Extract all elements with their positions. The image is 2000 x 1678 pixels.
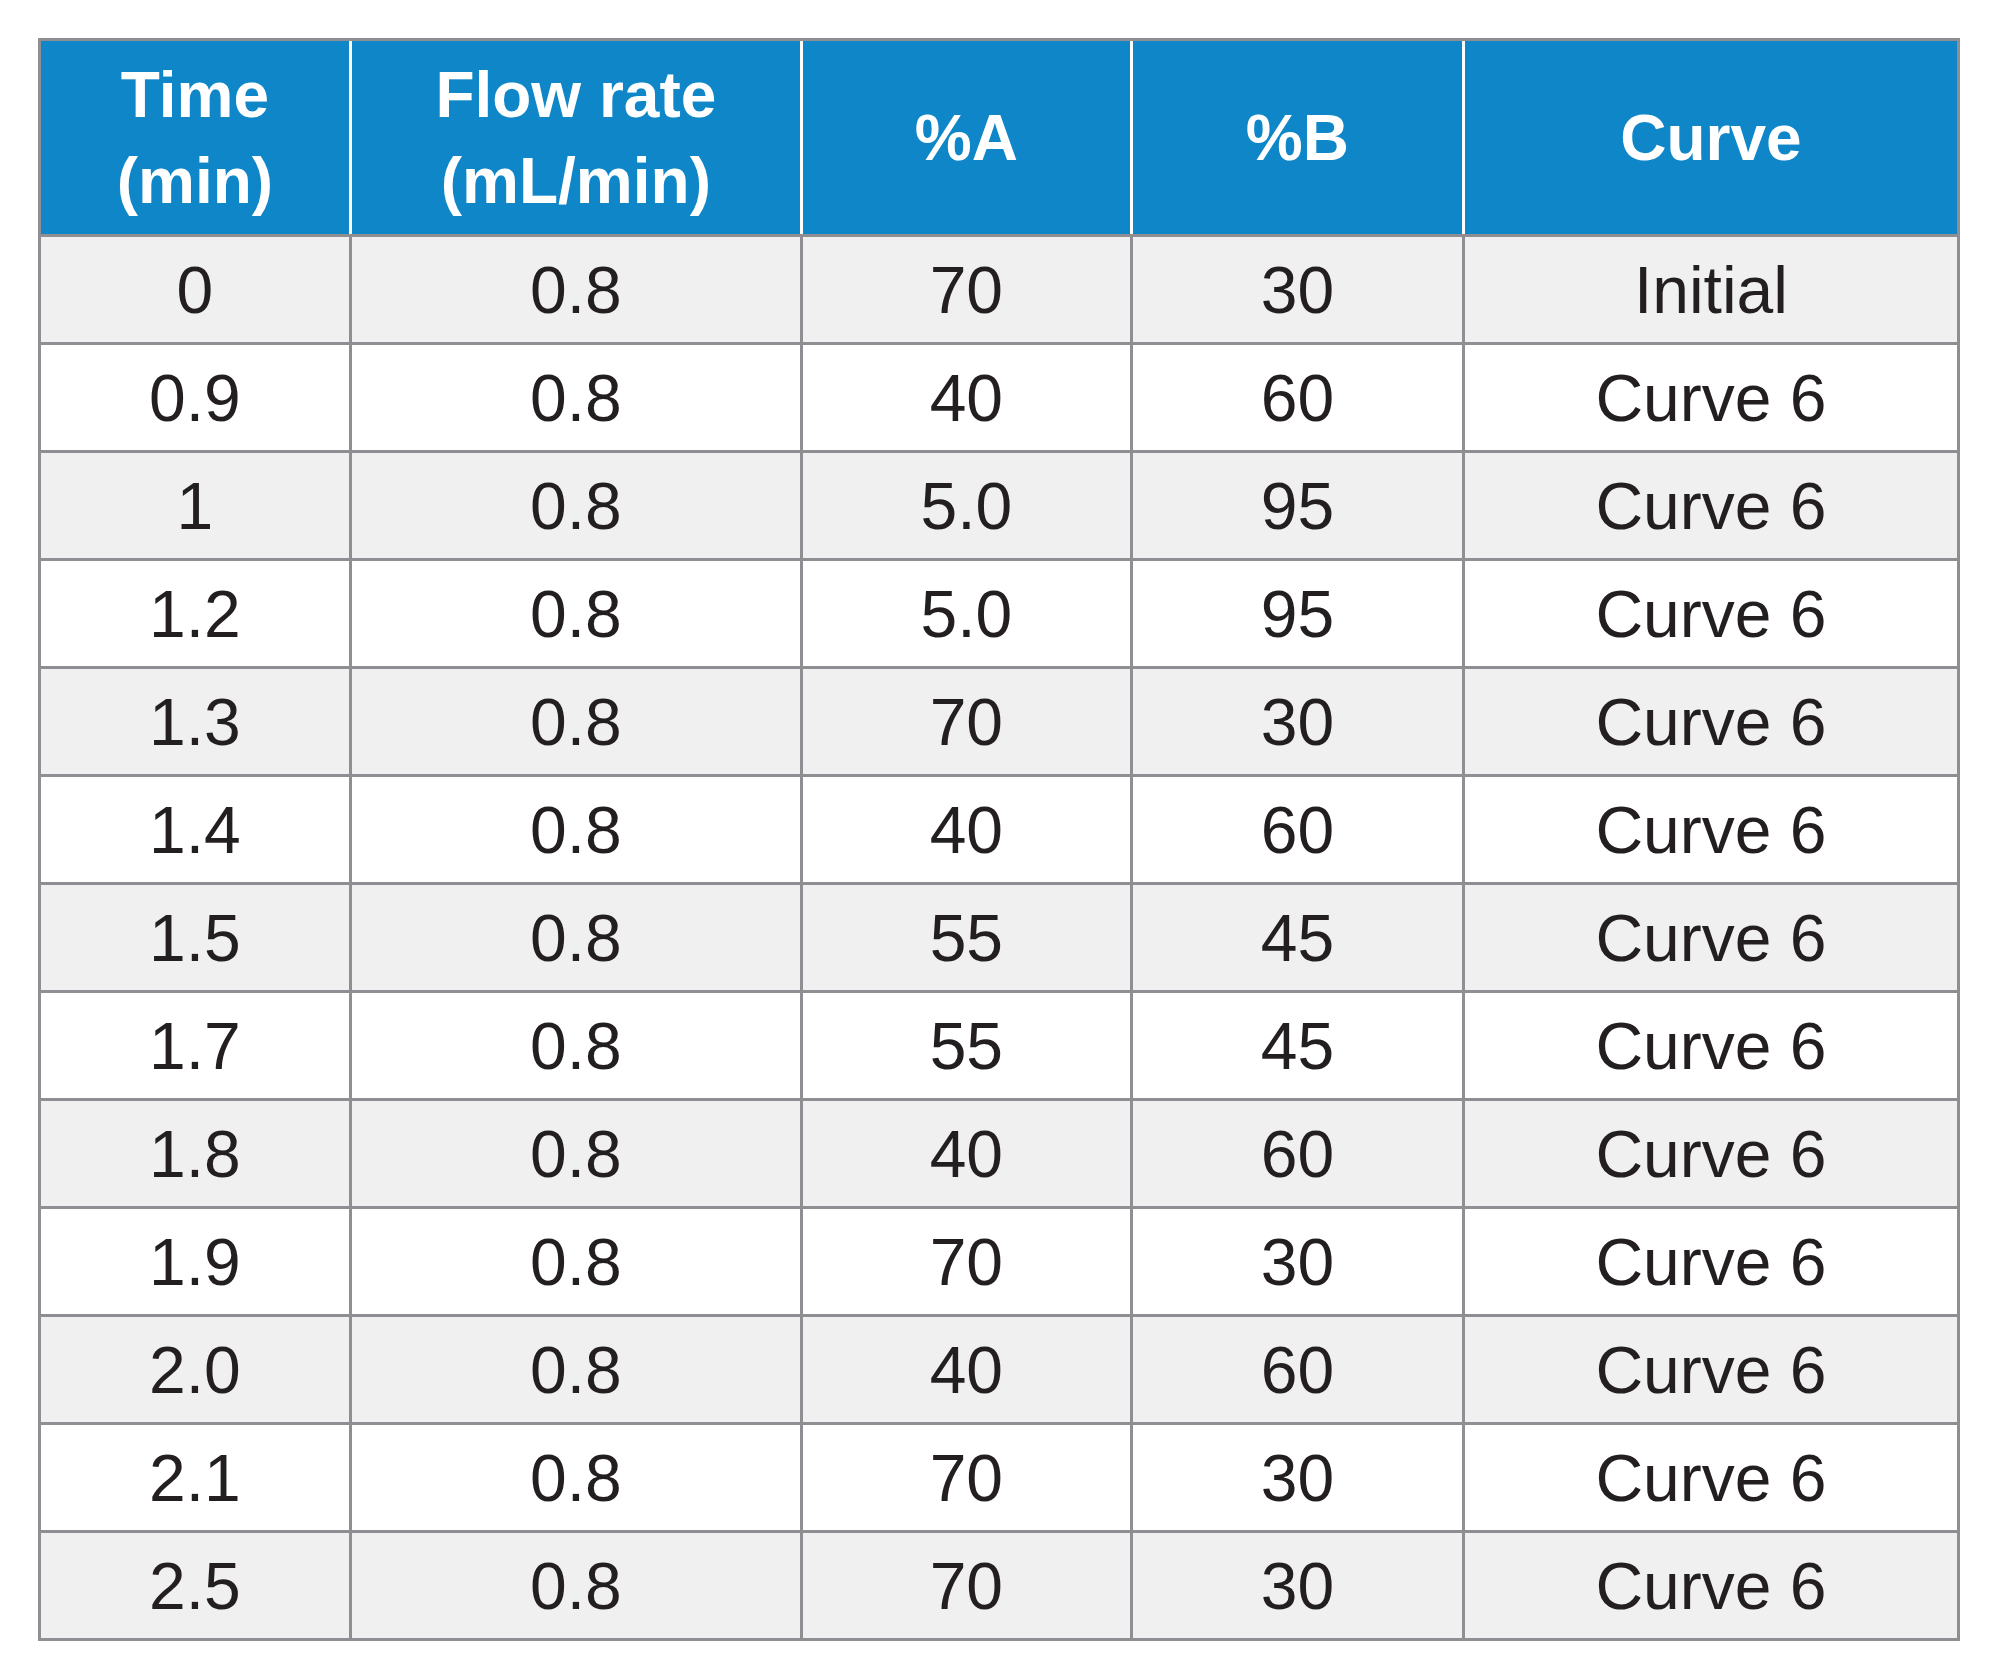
col-header-flow-rate-line: (mL/min) bbox=[352, 138, 800, 224]
table-row: 10.85.095Curve 6 bbox=[40, 452, 1959, 560]
cell-pct-a: 55 bbox=[801, 992, 1131, 1100]
cell-flow-rate: 0.8 bbox=[350, 1532, 801, 1640]
table-body: 00.87030Initial0.90.84060Curve 610.85.09… bbox=[40, 236, 1959, 1640]
table-row: 1.90.87030Curve 6 bbox=[40, 1208, 1959, 1316]
cell-curve: Curve 6 bbox=[1463, 452, 1958, 560]
cell-curve: Curve 6 bbox=[1463, 884, 1958, 992]
cell-pct-b: 30 bbox=[1131, 1208, 1463, 1316]
table-row: 1.40.84060Curve 6 bbox=[40, 776, 1959, 884]
page: Time(min)Flow rate(mL/min)%A%BCurve 00.8… bbox=[0, 0, 2000, 1678]
cell-time: 0.9 bbox=[40, 344, 351, 452]
cell-flow-rate: 0.8 bbox=[350, 884, 801, 992]
cell-pct-a: 5.0 bbox=[801, 560, 1131, 668]
cell-flow-rate: 0.8 bbox=[350, 452, 801, 560]
cell-flow-rate: 0.8 bbox=[350, 1208, 801, 1316]
cell-pct-a: 40 bbox=[801, 1316, 1131, 1424]
cell-pct-b: 95 bbox=[1131, 560, 1463, 668]
cell-time: 2.1 bbox=[40, 1424, 351, 1532]
cell-curve: Curve 6 bbox=[1463, 992, 1958, 1100]
cell-time: 1 bbox=[40, 452, 351, 560]
cell-flow-rate: 0.8 bbox=[350, 992, 801, 1100]
cell-pct-b: 30 bbox=[1131, 668, 1463, 776]
cell-time: 1.4 bbox=[40, 776, 351, 884]
cell-flow-rate: 0.8 bbox=[350, 776, 801, 884]
cell-curve: Initial bbox=[1463, 236, 1958, 344]
col-header-pct-b: %B bbox=[1131, 40, 1463, 236]
cell-curve: Curve 6 bbox=[1463, 1208, 1958, 1316]
col-header-curve-line: Curve bbox=[1465, 95, 1957, 181]
cell-curve: Curve 6 bbox=[1463, 1100, 1958, 1208]
table-row: 1.20.85.095Curve 6 bbox=[40, 560, 1959, 668]
table-header: Time(min)Flow rate(mL/min)%A%BCurve bbox=[40, 40, 1959, 236]
cell-time: 1.3 bbox=[40, 668, 351, 776]
cell-pct-b: 95 bbox=[1131, 452, 1463, 560]
cell-pct-a: 70 bbox=[801, 1532, 1131, 1640]
cell-pct-a: 70 bbox=[801, 236, 1131, 344]
cell-time: 2.5 bbox=[40, 1532, 351, 1640]
table-row: 2.10.87030Curve 6 bbox=[40, 1424, 1959, 1532]
cell-curve: Curve 6 bbox=[1463, 1532, 1958, 1640]
cell-time: 1.7 bbox=[40, 992, 351, 1100]
cell-time: 1.2 bbox=[40, 560, 351, 668]
cell-pct-b: 45 bbox=[1131, 884, 1463, 992]
cell-time: 0 bbox=[40, 236, 351, 344]
cell-curve: Curve 6 bbox=[1463, 668, 1958, 776]
col-header-flow-rate: Flow rate(mL/min) bbox=[350, 40, 801, 236]
cell-pct-a: 40 bbox=[801, 776, 1131, 884]
cell-time: 2.0 bbox=[40, 1316, 351, 1424]
cell-curve: Curve 6 bbox=[1463, 344, 1958, 452]
cell-flow-rate: 0.8 bbox=[350, 236, 801, 344]
table-row: 2.50.87030Curve 6 bbox=[40, 1532, 1959, 1640]
cell-pct-b: 60 bbox=[1131, 776, 1463, 884]
cell-pct-a: 70 bbox=[801, 668, 1131, 776]
col-header-curve: Curve bbox=[1463, 40, 1958, 236]
table-row: 00.87030Initial bbox=[40, 236, 1959, 344]
table-row: 2.00.84060Curve 6 bbox=[40, 1316, 1959, 1424]
table-row: 0.90.84060Curve 6 bbox=[40, 344, 1959, 452]
cell-pct-a: 55 bbox=[801, 884, 1131, 992]
table-row: 1.70.85545Curve 6 bbox=[40, 992, 1959, 1100]
col-header-time: Time(min) bbox=[40, 40, 351, 236]
cell-time: 1.8 bbox=[40, 1100, 351, 1208]
cell-pct-a: 70 bbox=[801, 1424, 1131, 1532]
cell-curve: Curve 6 bbox=[1463, 776, 1958, 884]
cell-flow-rate: 0.8 bbox=[350, 1424, 801, 1532]
cell-flow-rate: 0.8 bbox=[350, 1316, 801, 1424]
cell-curve: Curve 6 bbox=[1463, 1316, 1958, 1424]
cell-pct-b: 60 bbox=[1131, 1316, 1463, 1424]
cell-curve: Curve 6 bbox=[1463, 560, 1958, 668]
table-row: 1.30.87030Curve 6 bbox=[40, 668, 1959, 776]
cell-pct-a: 40 bbox=[801, 1100, 1131, 1208]
col-header-flow-rate-line: Flow rate bbox=[352, 52, 800, 138]
col-header-pct-b-line: %B bbox=[1133, 95, 1462, 181]
col-header-time-line: (min) bbox=[41, 138, 349, 224]
cell-flow-rate: 0.8 bbox=[350, 668, 801, 776]
cell-pct-a: 5.0 bbox=[801, 452, 1131, 560]
cell-pct-a: 40 bbox=[801, 344, 1131, 452]
gradient-table: Time(min)Flow rate(mL/min)%A%BCurve 00.8… bbox=[38, 38, 1960, 1641]
cell-pct-b: 60 bbox=[1131, 1100, 1463, 1208]
cell-pct-a: 70 bbox=[801, 1208, 1131, 1316]
col-header-pct-a: %A bbox=[801, 40, 1131, 236]
cell-pct-b: 30 bbox=[1131, 1532, 1463, 1640]
table-row: 1.50.85545Curve 6 bbox=[40, 884, 1959, 992]
cell-flow-rate: 0.8 bbox=[350, 560, 801, 668]
col-header-time-line: Time bbox=[41, 52, 349, 138]
cell-pct-b: 30 bbox=[1131, 1424, 1463, 1532]
cell-pct-b: 30 bbox=[1131, 236, 1463, 344]
cell-flow-rate: 0.8 bbox=[350, 1100, 801, 1208]
cell-curve: Curve 6 bbox=[1463, 1424, 1958, 1532]
col-header-pct-a-line: %A bbox=[803, 95, 1130, 181]
cell-pct-b: 60 bbox=[1131, 344, 1463, 452]
cell-time: 1.5 bbox=[40, 884, 351, 992]
cell-time: 1.9 bbox=[40, 1208, 351, 1316]
cell-flow-rate: 0.8 bbox=[350, 344, 801, 452]
cell-pct-b: 45 bbox=[1131, 992, 1463, 1100]
table-row: 1.80.84060Curve 6 bbox=[40, 1100, 1959, 1208]
header-row: Time(min)Flow rate(mL/min)%A%BCurve bbox=[40, 40, 1959, 236]
